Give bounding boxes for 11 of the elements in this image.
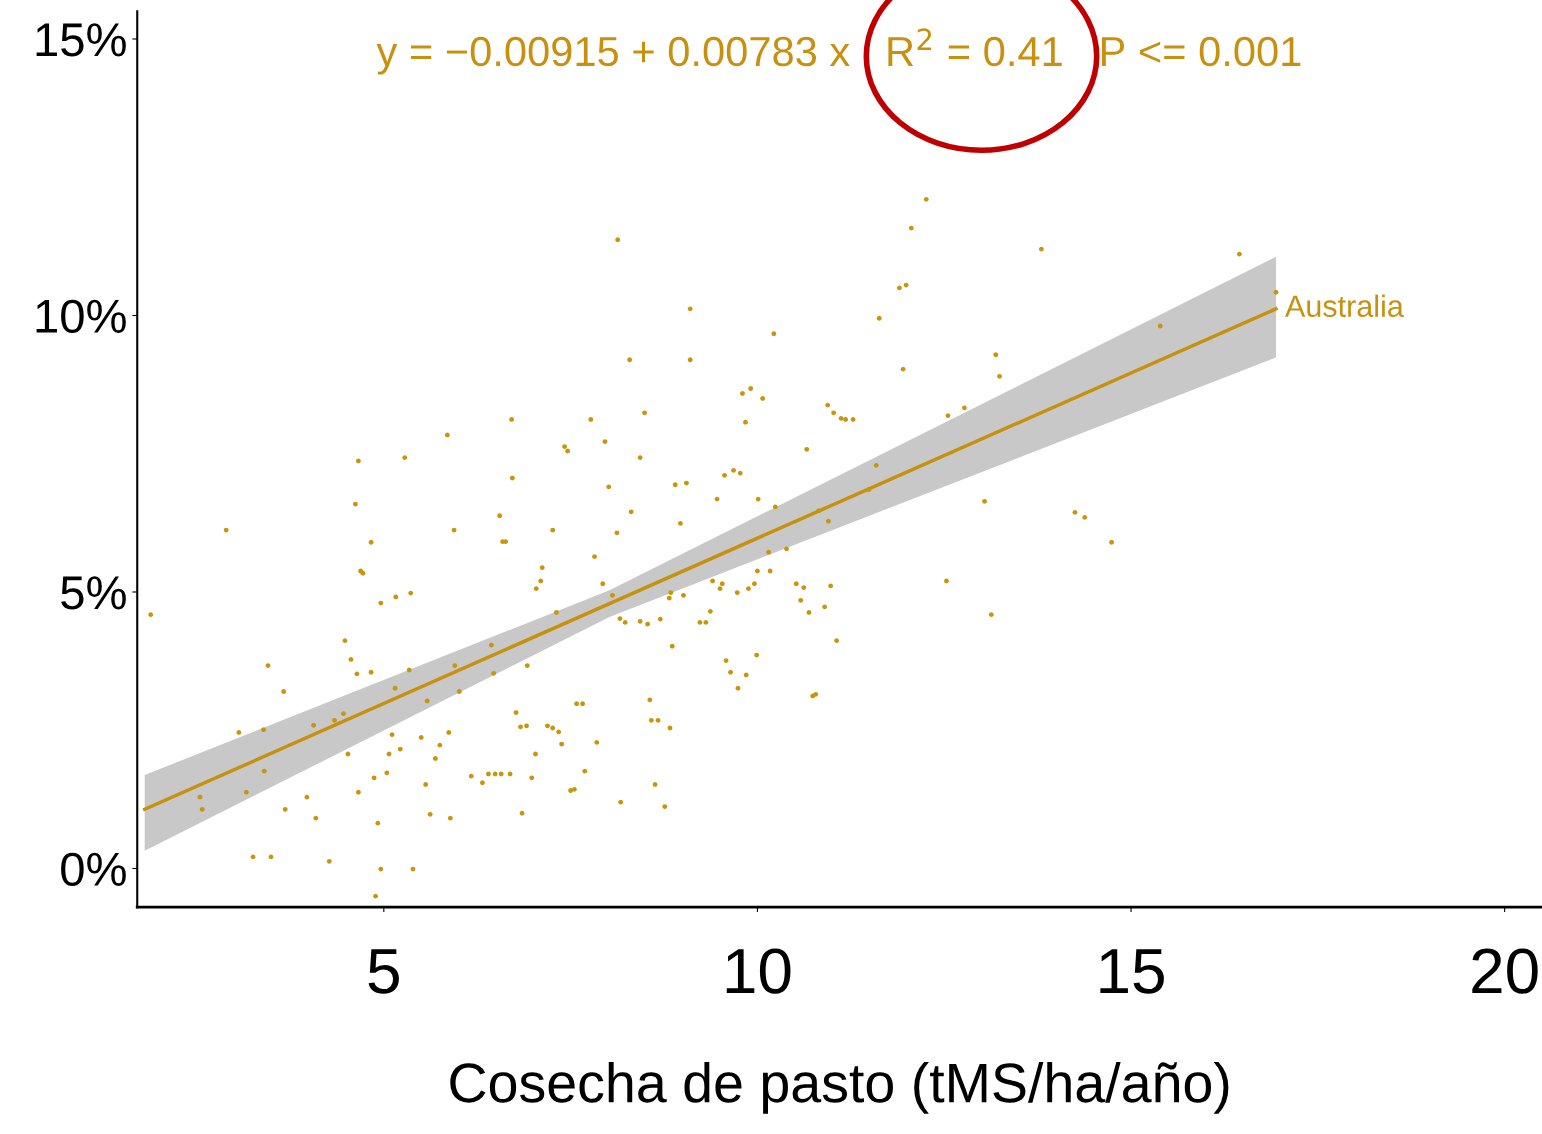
- x-tick-label: 10: [726, 948, 791, 994]
- series-label: Australia: [1285, 294, 1404, 318]
- annotation: y = −0.00915 + 0.00783 x R$^{2}$ = 0.41 P <= 0.001: [376, 28, 1301, 75]
- y-tick-label: 10%: [36, 299, 126, 334]
- y-tick-label: 5%: [61, 576, 126, 610]
- y-tick-label: 0%: [61, 852, 126, 887]
- x-tick-label: 5: [368, 949, 399, 994]
- x-tick-label: 20: [1472, 948, 1538, 994]
- x-axis-title: Cosecha de pasto (tMS/ha/año): [450, 1061, 1229, 1114]
- x-tick-label: 15: [1100, 949, 1164, 994]
- y-tick-label: 15%: [36, 23, 126, 57]
